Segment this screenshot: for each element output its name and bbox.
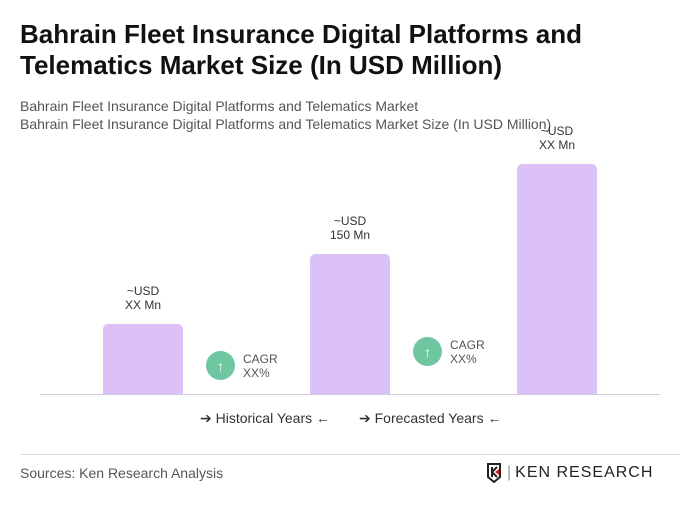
ken-research-logo: | KEN RESEARCH (486, 463, 653, 483)
divider (20, 454, 680, 455)
arrow-up-icon: ↑ (206, 351, 235, 380)
logo-icon (487, 463, 501, 483)
arrow-up-icon: ↑ (413, 337, 442, 366)
x-axis (40, 394, 660, 395)
legend-historical: ➔ Historical Years ← (200, 410, 331, 426)
cagr-badge-1: ↑ CAGR XX% (206, 351, 278, 380)
bar-label-2: ~USD 150 Mn (329, 214, 371, 242)
bar-3 (517, 164, 597, 394)
bar-label-1: ~USD XX Mn (124, 284, 161, 312)
bar-2 (310, 254, 390, 394)
bar-1 (103, 324, 183, 394)
bar-label-3: ~USD XX Mn (538, 124, 575, 152)
source-note: Sources: Ken Research Analysis (20, 465, 224, 481)
legend-forecasted: ➔ Forecasted Years ← (359, 410, 502, 426)
chart-title: Bahrain Fleet Insurance Digital Platform… (20, 19, 583, 80)
cagr-badge-2: ↑ CAGR XX% (413, 337, 485, 366)
subtitle-2: Bahrain Fleet Insurance Digital Platform… (20, 116, 552, 132)
subtitle: Bahrain Fleet Insurance Digital Platform… (20, 98, 419, 114)
